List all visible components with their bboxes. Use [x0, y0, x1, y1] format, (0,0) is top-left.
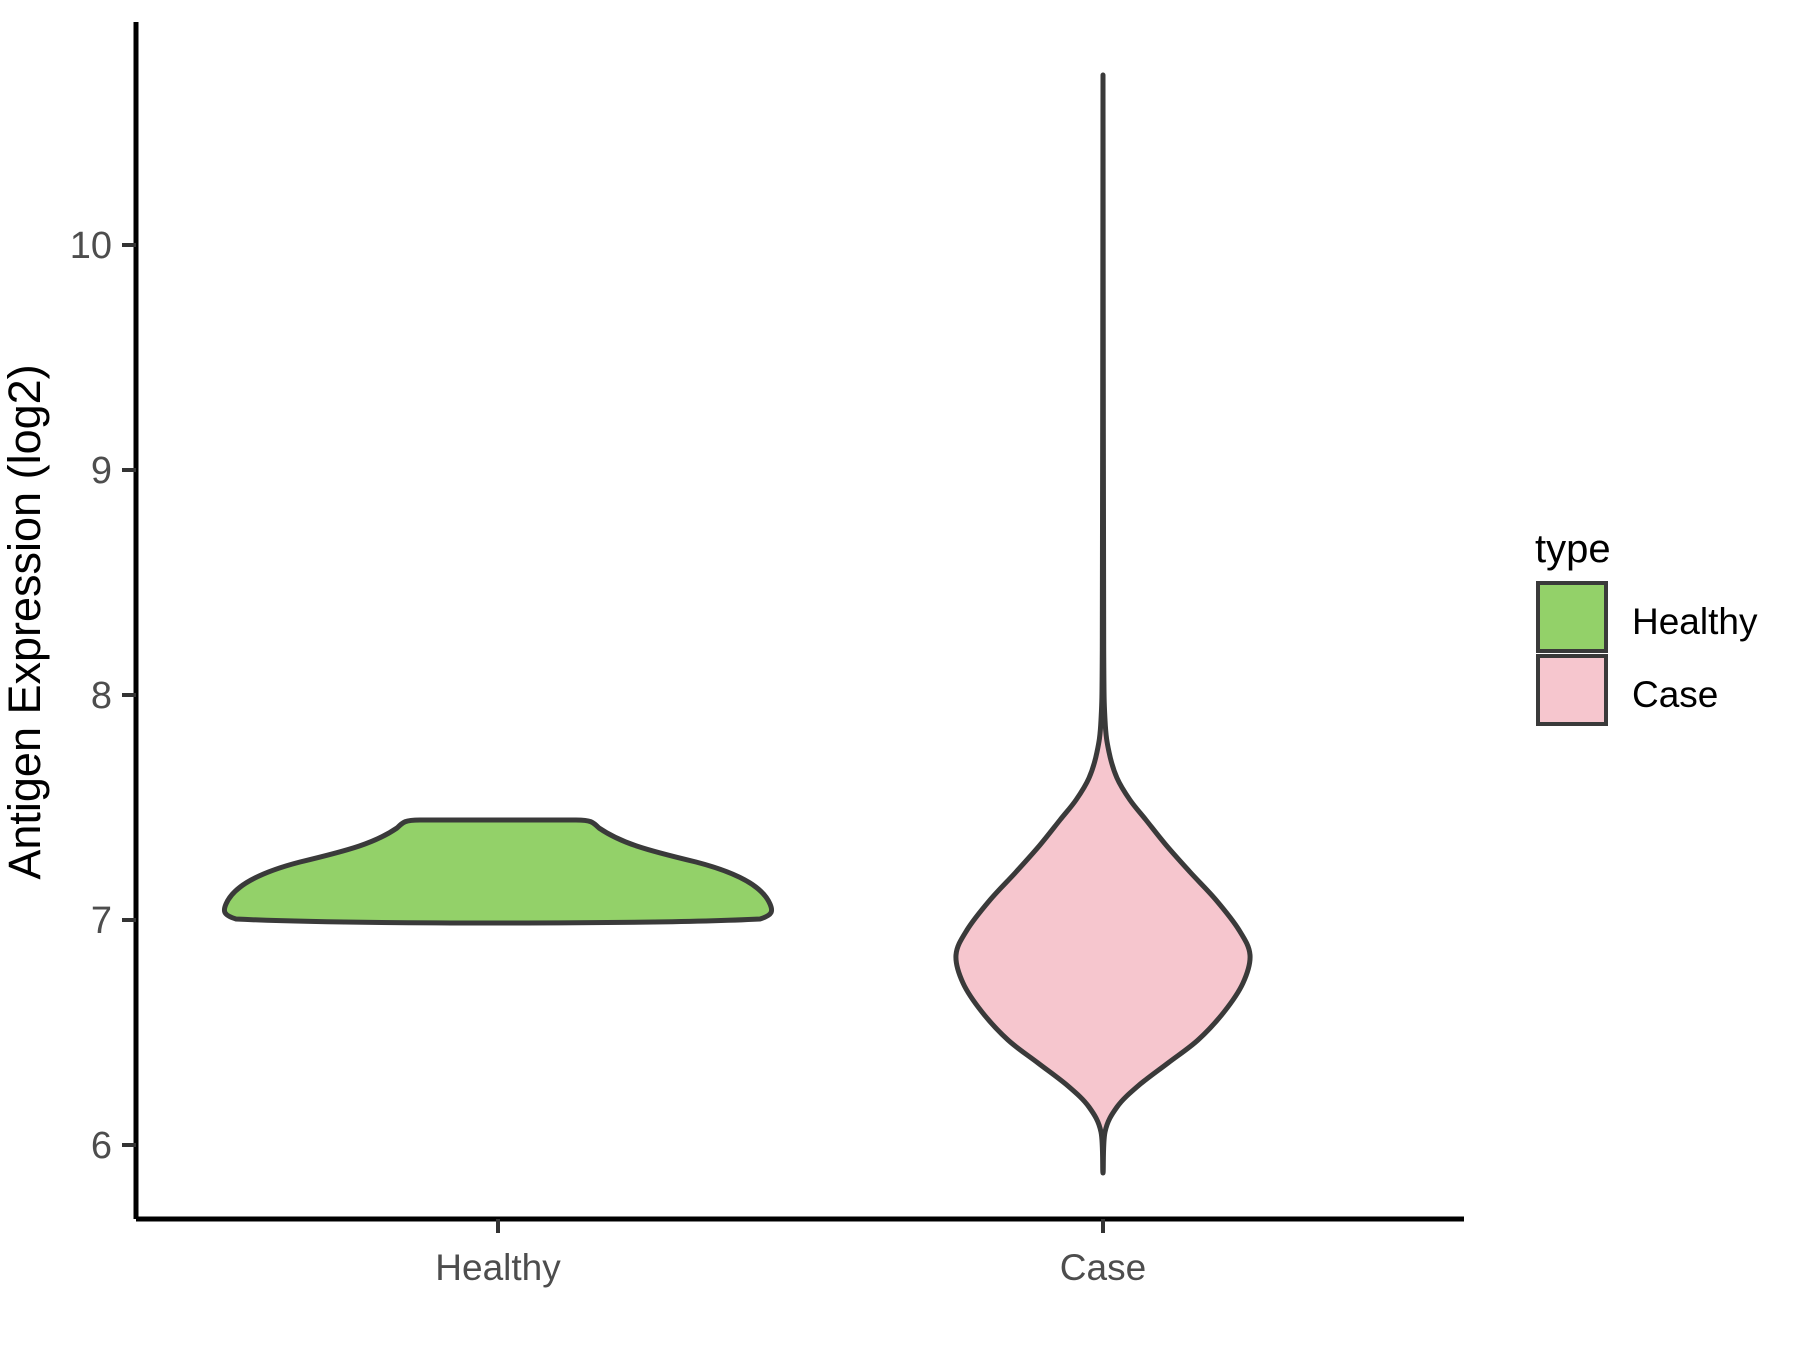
svg-text:Case: Case — [1632, 674, 1718, 715]
svg-text:Case: Case — [1060, 1247, 1146, 1288]
svg-text:10: 10 — [70, 225, 112, 267]
svg-text:type: type — [1535, 527, 1611, 571]
svg-text:Healthy: Healthy — [435, 1247, 561, 1288]
svg-text:Antigen Expression (log2): Antigen Expression (log2) — [0, 364, 50, 879]
svg-text:6: 6 — [91, 1125, 112, 1167]
svg-text:Healthy: Healthy — [1632, 601, 1758, 642]
svg-text:8: 8 — [91, 675, 112, 717]
svg-text:9: 9 — [91, 450, 112, 492]
svg-text:7: 7 — [91, 900, 112, 942]
